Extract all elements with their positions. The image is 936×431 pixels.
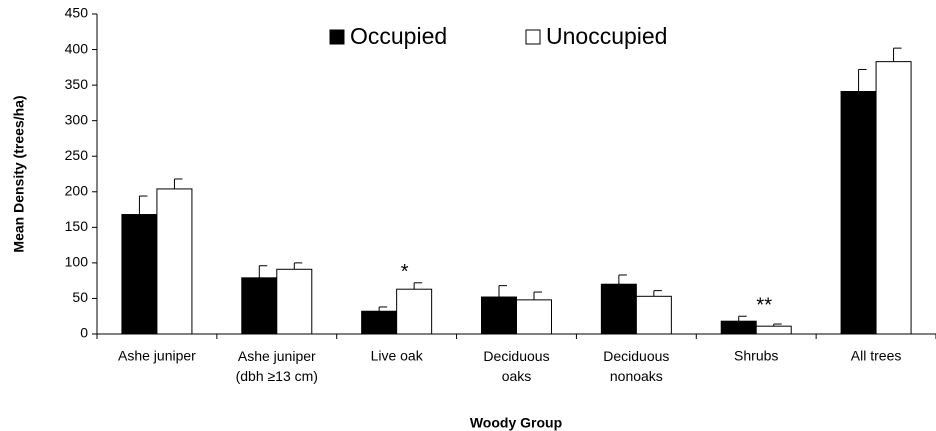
x-tick-label: Deciduous nonoaks [603, 348, 669, 384]
x-tick-label: Shrubs [734, 348, 778, 364]
bar [241, 277, 278, 335]
bar [396, 288, 433, 335]
bar [600, 283, 637, 335]
x-tick-label: Deciduous oaks [483, 348, 549, 384]
bar [840, 91, 877, 335]
y-tick-label: 50 [72, 289, 88, 305]
y-tick-label: 350 [65, 76, 89, 92]
legend-label: Occupied [350, 23, 447, 49]
annotation: ** [756, 295, 772, 317]
bar [720, 320, 757, 335]
bar [481, 296, 517, 335]
bar [635, 295, 672, 335]
y-tick-label: 150 [65, 218, 89, 234]
legend-swatch [329, 29, 345, 45]
x-tick-label: Ashe juniper [118, 348, 196, 364]
bar [516, 299, 552, 335]
x-tick-label: Live oak [371, 348, 424, 364]
y-tick-label: 0 [80, 325, 88, 341]
x-tick-label: All trees [851, 348, 902, 364]
bar [276, 268, 313, 335]
bar [361, 310, 398, 335]
bar [755, 325, 792, 335]
y-tick-label: 200 [65, 182, 89, 198]
bar [156, 188, 193, 335]
y-tick-label: 450 [65, 5, 89, 21]
bar [875, 61, 912, 335]
x-tick-label: Ashe juniper (dbh ≥13 cm) [236, 348, 318, 384]
y-tick-label: 100 [65, 254, 89, 270]
y-axis-title: Mean Density (trees/ha) [11, 95, 27, 252]
y-tick-label: 400 [65, 40, 89, 56]
legend-swatch [525, 29, 541, 45]
x-axis-title: Woody Group [470, 415, 562, 431]
bar [121, 214, 158, 335]
y-tick-label: 300 [65, 111, 89, 127]
legend-label: Unoccupied [546, 23, 667, 49]
annotation: * [401, 261, 409, 283]
y-tick-label: 250 [65, 147, 89, 163]
